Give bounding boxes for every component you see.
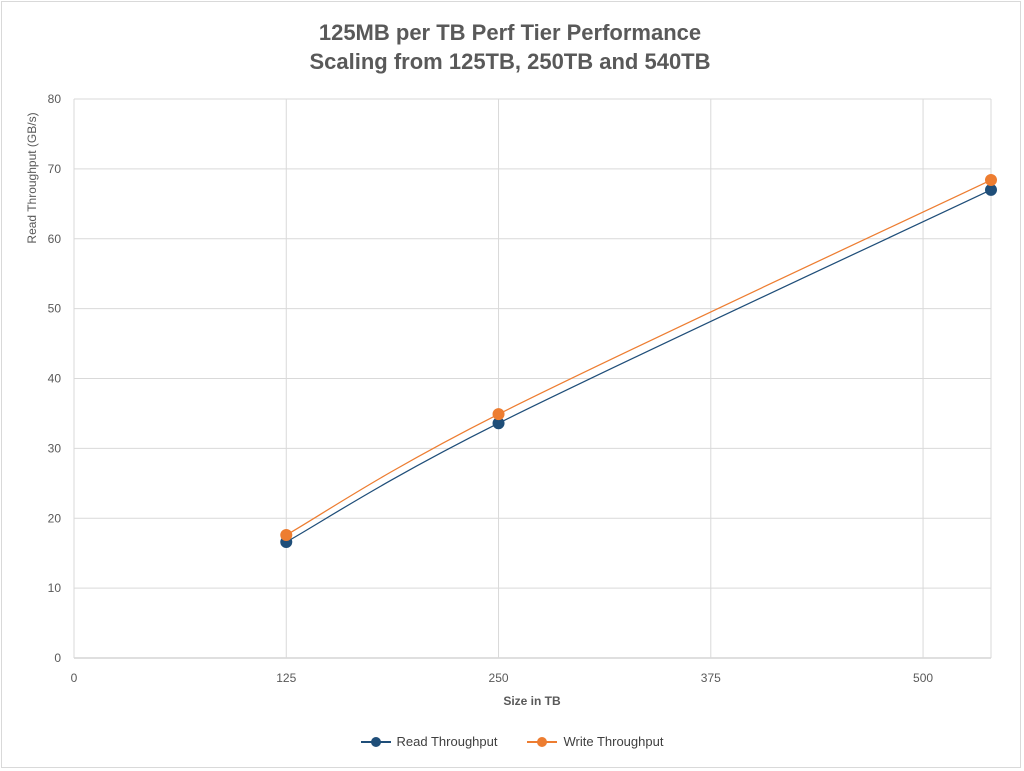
legend-item-write[interactable]: Write Throughput: [527, 734, 663, 749]
data-point: [492, 408, 505, 421]
y-tick-label: 10: [48, 581, 62, 595]
x-tick-label: 0: [71, 671, 78, 685]
y-axis-title: Read Throughput (GB/s): [25, 112, 39, 243]
y-tick-label: 20: [48, 511, 62, 525]
grid-layer: [73, 98, 992, 659]
y-tick-label: 30: [48, 441, 62, 455]
x-tick-label: 375: [701, 671, 721, 685]
y-tick-label: 40: [48, 372, 62, 386]
x-axis-title: Size in TB: [503, 694, 561, 708]
x-tick-label: 125: [276, 671, 296, 685]
y-tick-label: 0: [54, 651, 61, 665]
legend-item-read[interactable]: Read Throughput: [360, 734, 498, 749]
x-tick-label: 250: [489, 671, 509, 685]
series-line: [285, 179, 992, 536]
data-point: [985, 174, 997, 187]
chart-subtitle: Scaling from 125TB, 250TB and 540TB: [309, 49, 711, 74]
series-line: [285, 189, 992, 543]
y-tick-label: 50: [48, 302, 62, 316]
data-point: [280, 529, 293, 542]
legend-write-swatch: [527, 736, 558, 748]
legend-read-label: Read Throughput: [396, 734, 498, 749]
y-tick-label: 80: [48, 92, 62, 106]
chart-title-line1: 125MB per TB Perf Tier Performance: [318, 20, 702, 45]
y-tick-label: 70: [48, 162, 62, 176]
x-tick-label: 500: [913, 671, 933, 685]
legend-read-swatch: [360, 736, 391, 748]
chart-title: 125MB per TB Perf Tier Performance Scali…: [0, 18, 1020, 76]
axis-layer: 0 10 20 30 40 50 60 70 80 0 125 250 375 500: [48, 92, 934, 685]
legend-write-label: Write Throughput: [563, 734, 664, 749]
series-layer: [280, 174, 997, 549]
y-tick-label: 60: [48, 232, 62, 246]
chart-legend: Read Throughput Write Throughput: [0, 734, 1024, 749]
